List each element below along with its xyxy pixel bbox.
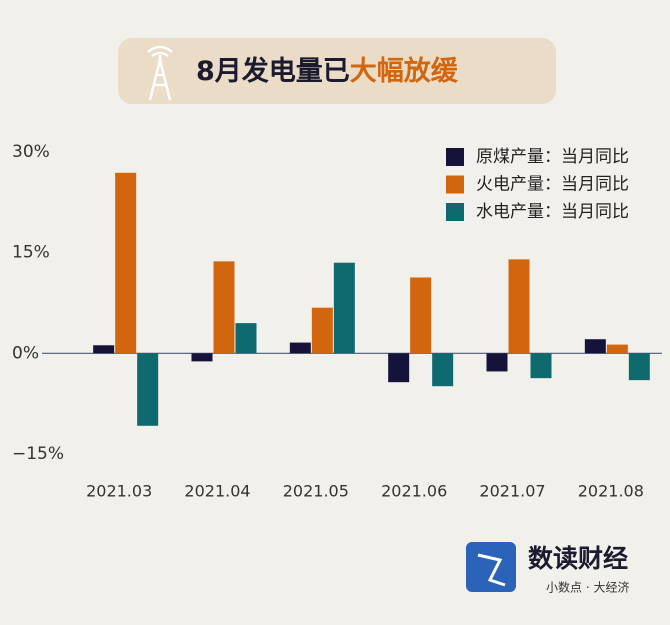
- legend-label: 原煤产量：当月同比: [476, 147, 629, 167]
- brand-slogan: 小数点 · 大经济: [546, 580, 629, 595]
- y-tick-label: −15%: [12, 444, 64, 464]
- x-tick-label: 2021.08: [578, 482, 644, 501]
- bar: [333, 262, 355, 354]
- bar: [235, 323, 257, 354]
- brand-name: 数读财经: [528, 544, 628, 573]
- bar: [410, 277, 432, 354]
- legend-label: 火电产量：当月同比: [476, 175, 629, 195]
- chart-title: 8月发电量已大幅放缓: [196, 55, 459, 87]
- title-highlight: 大幅放缓: [350, 55, 459, 87]
- bar: [606, 344, 628, 354]
- brand-logo-mark: [477, 553, 506, 587]
- bar: [486, 353, 508, 372]
- bar: [93, 345, 115, 354]
- bar: [530, 353, 552, 379]
- x-tick-label: 2021.05: [283, 482, 349, 501]
- legend-swatch: [446, 175, 464, 194]
- y-tick-label: 15%: [12, 243, 50, 263]
- bar: [137, 353, 159, 426]
- bar: [388, 353, 410, 383]
- bar: [115, 172, 137, 354]
- bar: [432, 353, 454, 387]
- bar: [508, 259, 530, 354]
- y-tick-label: 30%: [12, 142, 50, 162]
- x-tick-label: 2021.04: [184, 482, 250, 501]
- legend-label: 水电产量：当月同比: [476, 202, 629, 222]
- bar: [584, 339, 606, 354]
- title-part: 8月发电量已: [196, 55, 350, 87]
- title-box: [118, 38, 556, 104]
- brand-logo: [466, 542, 516, 592]
- legend-swatch: [446, 203, 464, 221]
- bar: [628, 353, 650, 381]
- x-tick-label: 2021.06: [381, 482, 447, 501]
- tower-icon: [147, 45, 173, 101]
- bar: [213, 261, 235, 354]
- x-tick-label: 2021.03: [86, 482, 152, 501]
- x-tick-label: 2021.07: [479, 482, 545, 501]
- bar: [289, 342, 311, 354]
- y-tick-label: 0%: [12, 343, 39, 363]
- legend-swatch: [446, 148, 464, 166]
- bar: [311, 307, 333, 354]
- bar: [191, 353, 213, 362]
